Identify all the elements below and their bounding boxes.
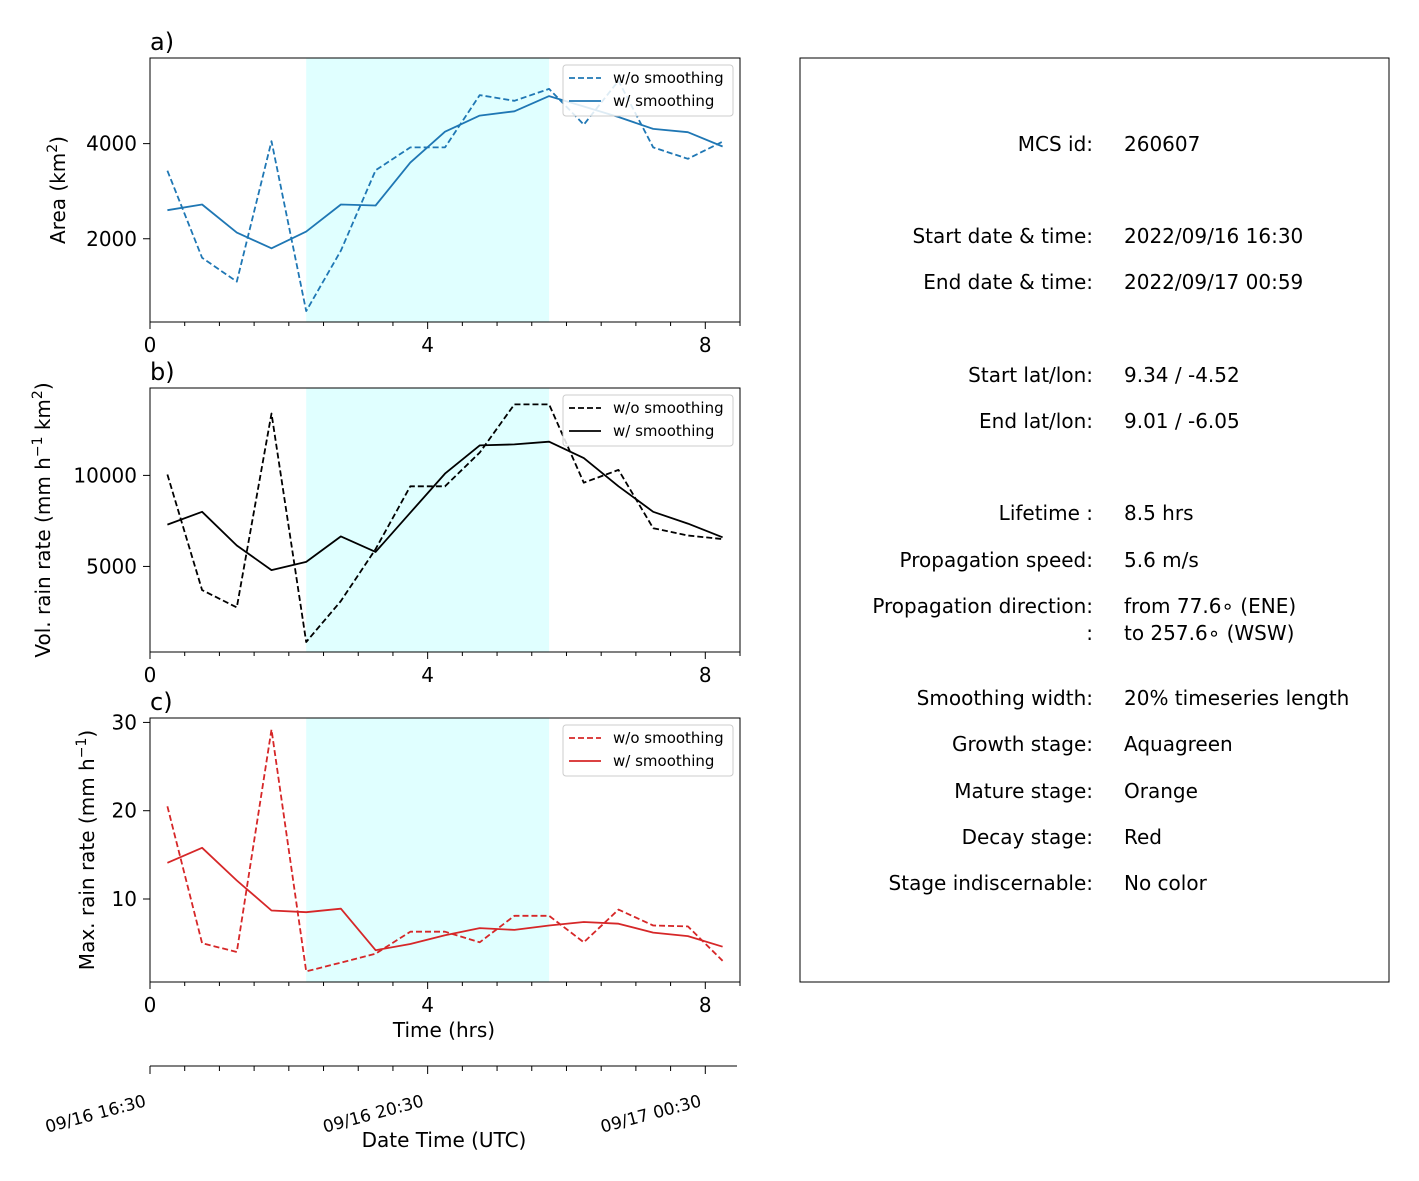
legend-label: w/ smoothing [613,422,714,440]
info-label: Stage indiscernable: [889,871,1093,895]
legend: w/o smoothing w/ smoothing [562,724,734,777]
axes-frame [149,57,741,323]
series-line-without-smoothing [166,403,723,643]
date-tick-label: 09/16 16:30 [43,1092,148,1138]
info-value: to 257.6∘ (WSW) [1124,621,1294,645]
info-label: : [1086,621,1093,645]
info-value: 2022/09/16 16:30 [1124,224,1303,248]
y-tick-label: 10000 [73,463,137,487]
info-value: from 77.6∘ (ENE) [1124,594,1296,618]
info-label: MCS id: [1018,132,1093,156]
stage-shading [306,718,550,982]
stage-shading [306,58,550,322]
x-tick-label: 8 [699,333,712,357]
info-value: No color [1124,871,1208,895]
info-value: 9.01 / -6.05 [1124,409,1240,433]
series-line-without-smoothing [166,728,724,973]
info-label: Growth stage: [952,732,1093,756]
x-axis-label: Time (hrs) [392,1018,495,1042]
chart-panel-3: 0 4 8 10 20 30 c) Max. rain rate (mm h−1) Time (… [74,688,741,1042]
info-label: Start date & time: [912,224,1093,248]
info-value: 260607 [1124,132,1200,156]
series-line-with-smoothing [167,95,723,250]
info-panel: MCS id: 260607 Start date & time: 2022/09/1… [799,57,1390,983]
info-label: End lat/lon: [979,409,1093,433]
y-axis-label: Max. rain rate (mm h−1) [74,730,99,970]
legend-label: w/ smoothing [613,752,714,770]
info-value: 9.34 / -4.52 [1124,363,1240,387]
x-tick-label: 8 [699,663,712,687]
legend: w/o smoothing w/ smoothing [562,64,734,117]
info-value: 5.6 m/s [1124,548,1199,572]
date-tick-label: 09/17 00:30 [599,1092,704,1138]
series-line-without-smoothing [166,79,723,313]
y-tick-label: 20 [112,799,137,823]
axes-frame [149,717,741,983]
panel-label: a) [150,28,174,56]
info-label: Mature stage: [954,779,1093,803]
info-label: Lifetime : [999,501,1093,525]
x-tick-label: 4 [421,663,434,687]
info-value: 2022/09/17 00:59 [1124,270,1303,294]
info-panel-frame [799,57,1390,983]
info-label: Decay stage: [962,825,1093,849]
x-tick-label: 0 [144,993,157,1017]
y-tick-label: 10 [112,887,137,911]
info-value: Orange [1124,779,1198,803]
legend: w/o smoothing w/ smoothing [562,394,734,447]
legend-label: w/o smoothing [613,399,724,417]
legend-label: w/o smoothing [613,729,724,747]
date-axis-label: Date Time (UTC) [362,1128,527,1152]
panel-label: c) [150,688,173,716]
legend-label: w/ smoothing [613,92,714,110]
info-value: 20% timeseries length [1124,686,1349,710]
legend-label: w/o smoothing [613,69,724,87]
panel-label: b) [150,358,175,386]
series-line-with-smoothing [167,846,723,952]
info-value: 8.5 hrs [1124,501,1193,525]
chart-panel-2: 0 4 8 5000 10000 b) Vol. rain rate (mm h−1 km2… [30,358,741,687]
y-tick-label: 5000 [86,554,137,578]
chart-panel-1: 0 4 8 2000 4000 a) Area (km2) w/o smoothing w/ s… [45,28,741,357]
info-label: Start lat/lon: [968,363,1093,387]
x-tick-label: 4 [421,993,434,1017]
stage-shading [306,388,550,652]
info-label: Smoothing width: [917,686,1093,710]
y-axis-label: Vol. rain rate (mm h−1 km2) [30,382,55,657]
axes-frame [149,387,741,653]
y-axis-label: Area (km2) [45,136,70,244]
info-label: End date & time: [923,270,1093,294]
x-tick-label: 8 [699,993,712,1017]
x-tick-label: 0 [144,333,157,357]
y-tick-label: 2000 [86,227,137,251]
info-label: Propagation speed: [900,548,1093,572]
series-line-with-smoothing [167,440,723,571]
info-value: Aquagreen [1124,732,1233,756]
info-label: Propagation direction: [872,594,1093,618]
y-tick-label: 30 [112,710,137,734]
x-tick-label: 4 [421,333,434,357]
info-value: Red [1124,825,1162,849]
y-tick-label: 4000 [86,132,137,156]
x-tick-label: 0 [144,663,157,687]
